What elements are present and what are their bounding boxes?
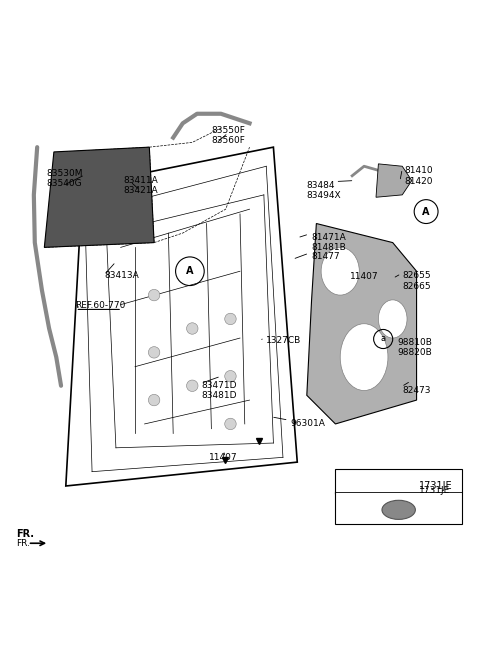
Polygon shape [376,164,412,197]
Text: 1731JE: 1731JE [419,486,450,495]
Polygon shape [44,147,154,248]
Text: 82655
82665: 82655 82665 [402,271,431,290]
Circle shape [187,380,198,392]
Circle shape [148,394,160,406]
Text: 1327CB: 1327CB [266,336,301,345]
Circle shape [225,313,236,325]
Text: a: a [381,334,386,344]
Ellipse shape [382,500,415,520]
Text: 83484
83494X: 83484 83494X [307,181,341,200]
Text: 81477: 81477 [312,252,340,261]
Ellipse shape [321,248,360,295]
Text: 81471A
81481B: 81471A 81481B [312,233,347,252]
Text: 96301A: 96301A [290,419,325,428]
Circle shape [148,289,160,301]
Text: 83530M
83540G: 83530M 83540G [47,169,83,188]
Text: 11407: 11407 [209,453,238,462]
Text: 98810B
98820B: 98810B 98820B [397,338,432,357]
Text: 83550F
83560F: 83550F 83560F [211,125,245,145]
Polygon shape [307,223,417,424]
Text: a: a [341,489,347,497]
Text: 83471D
83481D: 83471D 83481D [202,381,237,400]
Circle shape [148,347,160,358]
Ellipse shape [378,300,407,338]
Text: A: A [186,266,193,276]
Ellipse shape [340,324,388,390]
Text: REF.60-770: REF.60-770 [75,301,126,310]
Text: 83413A: 83413A [104,271,139,281]
Text: 83411A
83421A: 83411A 83421A [123,176,158,195]
Circle shape [187,323,198,334]
Text: 81410
81420: 81410 81420 [405,166,433,186]
Text: 1731JE: 1731JE [419,481,453,491]
Text: FR.: FR. [16,530,34,539]
Text: FR.: FR. [16,539,30,549]
Circle shape [225,419,236,430]
Text: 11407: 11407 [350,272,378,281]
Text: A: A [422,206,430,217]
Text: 82473: 82473 [402,386,431,395]
Circle shape [225,371,236,382]
FancyBboxPatch shape [336,469,462,524]
